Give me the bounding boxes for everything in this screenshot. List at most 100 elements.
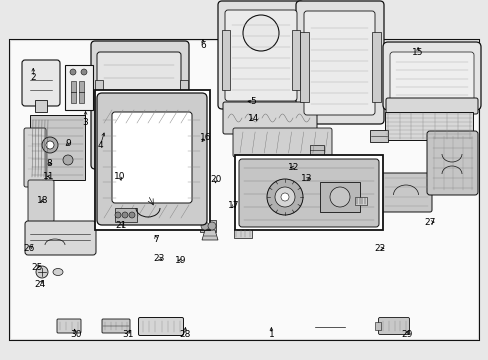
Text: 6: 6 — [200, 41, 205, 50]
Bar — [115, 208, 137, 222]
Circle shape — [207, 222, 216, 230]
FancyBboxPatch shape — [218, 1, 304, 109]
FancyBboxPatch shape — [382, 42, 480, 110]
Bar — [369, 130, 387, 142]
Bar — [30, 115, 85, 180]
Text: 14: 14 — [247, 114, 259, 123]
Circle shape — [81, 69, 87, 75]
Bar — [65, 65, 93, 110]
Text: 31: 31 — [122, 330, 134, 338]
Text: 23: 23 — [153, 253, 164, 263]
Text: 22: 22 — [374, 244, 386, 253]
FancyBboxPatch shape — [112, 112, 192, 203]
Text: 27: 27 — [424, 217, 435, 227]
FancyBboxPatch shape — [295, 1, 383, 124]
Bar — [234, 229, 251, 238]
Circle shape — [70, 69, 76, 75]
Bar — [10, 40, 478, 340]
Bar — [384, 112, 472, 140]
Text: 7: 7 — [153, 235, 159, 244]
FancyBboxPatch shape — [57, 319, 81, 333]
Bar — [71, 81, 76, 103]
Bar — [235, 155, 382, 230]
FancyBboxPatch shape — [138, 318, 183, 336]
Bar — [371, 32, 380, 102]
FancyBboxPatch shape — [24, 128, 46, 187]
Bar — [79, 81, 84, 103]
Bar — [309, 145, 324, 155]
FancyBboxPatch shape — [232, 128, 331, 157]
Text: 16: 16 — [199, 134, 211, 143]
FancyBboxPatch shape — [379, 173, 431, 212]
Text: 29: 29 — [400, 330, 412, 338]
Circle shape — [243, 15, 279, 51]
Circle shape — [152, 127, 158, 133]
Text: 5: 5 — [250, 98, 256, 107]
Bar — [10, 40, 478, 340]
FancyBboxPatch shape — [239, 159, 378, 227]
Text: 26: 26 — [23, 244, 35, 253]
FancyBboxPatch shape — [91, 41, 189, 169]
Text: 3: 3 — [82, 118, 88, 127]
Bar — [10, 40, 478, 340]
Bar — [354, 197, 366, 205]
FancyBboxPatch shape — [304, 11, 374, 115]
Bar — [222, 30, 229, 90]
Polygon shape — [202, 230, 218, 240]
Text: 28: 28 — [179, 330, 190, 338]
Circle shape — [46, 141, 54, 149]
Text: 11: 11 — [43, 172, 55, 181]
FancyBboxPatch shape — [102, 319, 130, 333]
Bar — [200, 220, 216, 232]
FancyBboxPatch shape — [385, 98, 477, 114]
Text: 25: 25 — [31, 263, 42, 272]
FancyBboxPatch shape — [378, 318, 408, 334]
Circle shape — [137, 137, 142, 143]
Circle shape — [329, 187, 349, 207]
FancyBboxPatch shape — [25, 221, 96, 255]
Text: 13: 13 — [301, 175, 312, 184]
Bar — [374, 322, 380, 330]
Circle shape — [201, 222, 208, 230]
Text: 17: 17 — [227, 201, 239, 210]
Bar — [299, 32, 308, 102]
Circle shape — [137, 117, 142, 123]
Circle shape — [115, 212, 121, 218]
Text: 12: 12 — [287, 163, 299, 172]
FancyBboxPatch shape — [22, 60, 60, 106]
Circle shape — [36, 266, 48, 278]
FancyBboxPatch shape — [97, 52, 181, 158]
FancyBboxPatch shape — [97, 93, 206, 225]
Circle shape — [129, 212, 135, 218]
Text: 19: 19 — [175, 256, 186, 265]
Text: 10: 10 — [114, 172, 125, 181]
Bar — [180, 80, 187, 140]
Circle shape — [274, 187, 294, 207]
Text: 30: 30 — [70, 330, 81, 338]
Bar — [291, 30, 299, 90]
Bar — [95, 80, 103, 140]
Text: 21: 21 — [115, 221, 127, 230]
Bar — [95, 90, 209, 230]
FancyBboxPatch shape — [389, 52, 473, 103]
Circle shape — [266, 179, 303, 215]
Ellipse shape — [53, 269, 63, 275]
Circle shape — [281, 193, 288, 201]
Text: 15: 15 — [411, 48, 423, 57]
FancyBboxPatch shape — [224, 10, 296, 101]
Text: 24: 24 — [34, 280, 46, 289]
Text: 18: 18 — [37, 196, 49, 205]
Text: 4: 4 — [97, 141, 103, 150]
Text: 9: 9 — [65, 139, 71, 148]
Circle shape — [63, 155, 73, 165]
Bar — [35, 100, 47, 112]
FancyBboxPatch shape — [223, 102, 316, 134]
Text: 2: 2 — [30, 73, 36, 82]
FancyBboxPatch shape — [28, 180, 54, 222]
Bar — [319, 182, 359, 212]
Text: 1: 1 — [268, 330, 274, 338]
Circle shape — [42, 137, 58, 153]
Text: 8: 8 — [46, 159, 52, 168]
Circle shape — [122, 212, 128, 218]
FancyBboxPatch shape — [426, 131, 477, 195]
